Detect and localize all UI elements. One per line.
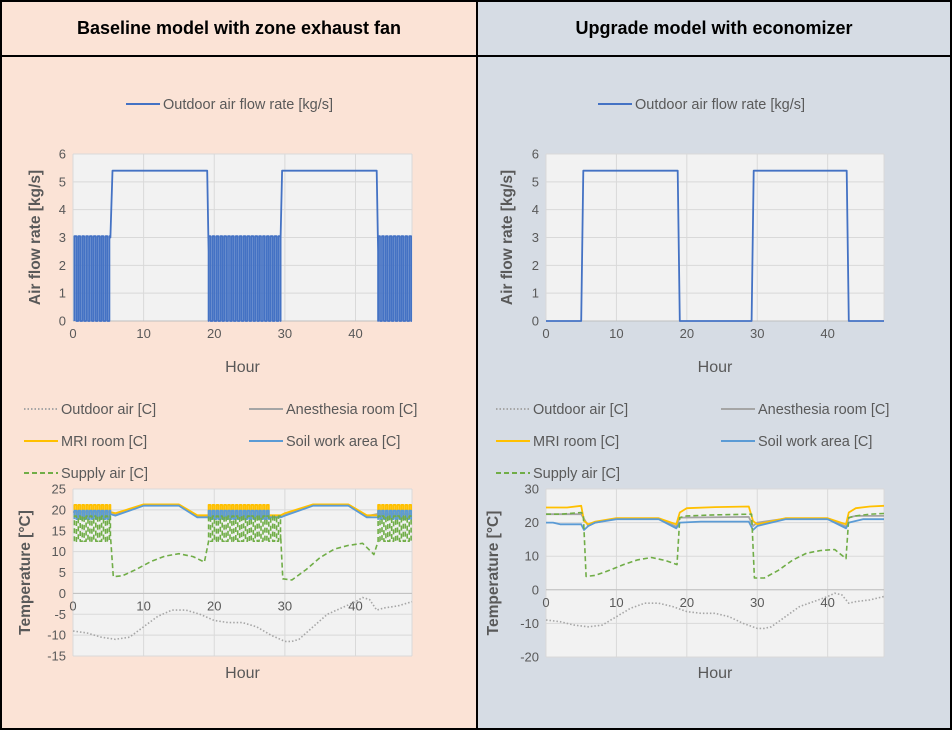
series-line-outdoor-air-flow — [546, 169, 884, 322]
y-tick-label: 10 — [52, 544, 66, 559]
x-tick-label: 20 — [207, 598, 221, 613]
y-tick-label: 6 — [532, 147, 539, 162]
x-tick-label: 30 — [278, 326, 292, 341]
x-tick-label: 0 — [69, 598, 76, 613]
baseline-charts: Outdoor air flow rate [kg/s] 0 1 2 3 4 5 6 0 10 20… — [17, 97, 417, 682]
upgrade-charts: Outdoor air flow rate [kg/s] 0 1 2 3 4 5 6 0 10 20… — [485, 97, 889, 682]
y-tick-label: 0 — [59, 314, 66, 329]
x-tick-label: 10 — [609, 326, 623, 341]
x-tick-label: 30 — [278, 598, 292, 613]
y-axis-title: Air flow rate [kg/s] — [27, 170, 44, 305]
legend: Outdoor air flow rate [kg/s] — [126, 97, 333, 113]
legend-label-supply-air: Supply air [C] — [61, 466, 148, 482]
upgrade-panel-title: Upgrade model with economizer — [478, 2, 950, 57]
y-tick-label: 25 — [52, 482, 66, 497]
series-line-soil-work-area — [546, 518, 884, 531]
x-tick-label: 30 — [750, 595, 764, 610]
y-tick-label: 0 — [532, 314, 539, 329]
y-tick-label: 15 — [52, 523, 66, 538]
x-tick-label: 20 — [207, 326, 221, 341]
legend-label-outdoor-air-flow: Outdoor air flow rate [kg/s] — [635, 97, 805, 113]
x-tick-label: 0 — [69, 326, 76, 341]
right-temp-chart: Outdoor air [C] Anesthesia room [C] MRI ro… — [485, 402, 889, 682]
y-tick-label: 0 — [59, 586, 66, 601]
legend: Outdoor air flow rate [kg/s] — [598, 97, 805, 113]
x-axis-title: Hour — [225, 359, 260, 376]
x-tick-label: 40 — [348, 326, 362, 341]
y-tick-label: 5 — [59, 174, 66, 189]
legend-label-outdoor-air: Outdoor air [C] — [61, 402, 156, 418]
left-flow-chart: Outdoor air flow rate [kg/s] 0 1 2 3 4 5 6 0 10 20… — [27, 97, 413, 376]
y-tick-label: -20 — [520, 650, 539, 665]
y-tick-label: 3 — [532, 230, 539, 245]
y-tick-label: 20 — [525, 515, 539, 530]
y-axis-title: Air flow rate [kg/s] — [499, 170, 516, 305]
series-line-soil-work-area — [73, 504, 413, 521]
x-tick-label: 10 — [136, 326, 150, 341]
x-tick-label: 30 — [750, 326, 764, 341]
legend-label-anesthesia-room: Anesthesia room [C] — [286, 402, 417, 418]
y-tick-label: -5 — [54, 607, 66, 622]
series-line-supply-air — [546, 511, 885, 579]
series-line-mri-room — [546, 504, 885, 526]
x-tick-label: 40 — [348, 598, 362, 613]
x-axis-title: Hour — [225, 665, 260, 682]
upgrade-panel: Upgrade model with economizer Outdoor ai… — [476, 0, 952, 730]
y-tick-label: 1 — [532, 286, 539, 301]
x-tick-label: 40 — [820, 326, 834, 341]
y-tick-label: -10 — [520, 616, 539, 631]
legend-label-mri-room: MRI room [C] — [61, 434, 147, 450]
y-tick-label: 30 — [525, 482, 539, 497]
legend-label-outdoor-air-flow: Outdoor air flow rate [kg/s] — [163, 97, 333, 113]
x-tick-label: 10 — [609, 595, 623, 610]
legend-label-soil-work-area: Soil work area [C] — [758, 434, 872, 450]
left-temp-chart: Outdoor air [C] Anesthesia room [C] MRI ro… — [17, 402, 417, 682]
y-tick-label: 1 — [59, 286, 66, 301]
y-tick-label: 2 — [532, 258, 539, 273]
series-line-outdoor-air — [72, 596, 413, 643]
y-tick-label: 4 — [59, 202, 66, 217]
x-tick-label: 0 — [542, 595, 549, 610]
x-tick-label: 20 — [680, 595, 694, 610]
baseline-panel: Baseline model with zone exhaust fan Out… — [0, 0, 478, 730]
x-tick-label: 20 — [680, 326, 694, 341]
y-tick-label: 10 — [525, 549, 539, 564]
legend-label-anesthesia-room: Anesthesia room [C] — [758, 402, 889, 418]
legend-label-outdoor-air: Outdoor air [C] — [533, 402, 628, 418]
x-tick-label: 10 — [136, 598, 150, 613]
legend: Outdoor air [C] Anesthesia room [C] MRI ro… — [496, 402, 889, 482]
y-tick-label: 2 — [59, 258, 66, 273]
y-tick-label: -10 — [47, 628, 66, 643]
y-axis-title: Temperature [°C] — [485, 511, 502, 636]
baseline-panel-title: Baseline model with zone exhaust fan — [2, 2, 476, 57]
plot-area — [546, 489, 884, 657]
y-tick-label: -15 — [47, 649, 66, 664]
y-tick-label: 6 — [59, 147, 66, 162]
y-tick-label: 5 — [532, 174, 539, 189]
y-tick-label: 4 — [532, 202, 539, 217]
legend-label-mri-room: MRI room [C] — [533, 434, 619, 450]
right-flow-chart: Outdoor air flow rate [kg/s] 0 1 2 3 4 5 6 0 10 20… — [499, 97, 885, 376]
legend-label-soil-work-area: Soil work area [C] — [286, 434, 400, 450]
series-line-outdoor-air-flow — [73, 169, 413, 322]
legend-label-supply-air: Supply air [C] — [533, 466, 620, 482]
x-tick-label: 0 — [542, 326, 549, 341]
x-axis-title: Hour — [698, 359, 733, 376]
legend: Outdoor air [C] Anesthesia room [C] MRI ro… — [24, 402, 417, 482]
y-tick-label: 20 — [52, 502, 66, 517]
series-line-outdoor-air — [545, 592, 885, 630]
y-axis-title: Temperature [°C] — [17, 510, 34, 635]
x-axis-title: Hour — [698, 665, 733, 682]
y-tick-label: 3 — [59, 230, 66, 245]
y-tick-label: 0 — [532, 582, 539, 597]
x-tick-label: 40 — [820, 595, 834, 610]
y-tick-label: 5 — [59, 565, 66, 580]
series-line-supply-air — [73, 515, 412, 581]
